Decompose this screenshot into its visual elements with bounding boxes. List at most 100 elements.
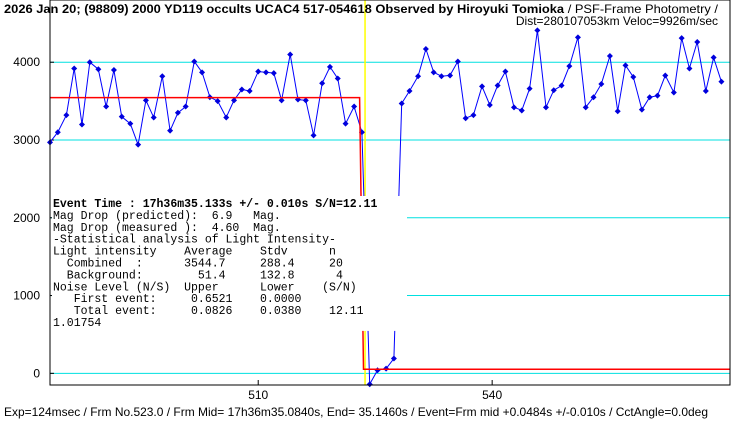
data-point: [135, 141, 142, 148]
data-point: [550, 87, 557, 94]
data-point: [270, 70, 277, 77]
data-point: [678, 35, 685, 42]
data-point: [351, 103, 358, 110]
data-point: [422, 46, 429, 52]
annotation: Event Time : 17h36m35.133s +/- 0.010s S/…: [53, 198, 377, 211]
data-point: [103, 103, 110, 110]
data-point: [462, 115, 469, 122]
data-point: [542, 104, 549, 111]
data-point: [694, 39, 701, 45]
data-point: [310, 132, 317, 139]
data-point: [502, 68, 509, 75]
data-point: [231, 97, 238, 104]
data-point: [406, 88, 413, 94]
data-point: [518, 107, 525, 114]
annotation: Total event: 0.0826 0.0380 12.11: [53, 305, 364, 318]
annotation: Combined : 3544.7 288.4 20: [53, 258, 343, 271]
annotation-bg: [52, 196, 407, 331]
annotation: Background: 51.4 132.8 4: [53, 269, 343, 282]
data-point: [710, 54, 717, 61]
data-point: [86, 59, 93, 66]
data-point: [510, 104, 517, 111]
data-point: [287, 51, 294, 58]
data-point: [702, 88, 709, 94]
data-point: [415, 73, 422, 80]
data-point: [479, 83, 486, 90]
data-point: [366, 381, 373, 388]
data-point: [118, 113, 125, 120]
data-point: [614, 108, 621, 115]
chart-title: 2026 Jan 20; (98809) 2000 YD119 occults …: [4, 2, 564, 16]
data-point: [54, 129, 61, 136]
data-point: [167, 127, 174, 134]
annotation: Light intensity Average Stdv n: [53, 246, 336, 259]
data-point: [238, 86, 245, 93]
data-point: [110, 67, 117, 73]
data-point: [534, 27, 541, 34]
y-tick-label: 2000: [13, 211, 40, 225]
data-point: [263, 69, 270, 76]
data-point: [494, 82, 501, 89]
data-point: [654, 92, 661, 99]
annotation: Mag Drop (measured ): 4.60 Mag.: [53, 222, 281, 235]
data-point: [662, 72, 669, 79]
data-point: [606, 53, 613, 59]
data-point: [638, 106, 645, 113]
data-point: [182, 103, 189, 110]
annotation: Mag Drop (predicted): 6.9 Mag.: [53, 210, 281, 223]
data-point: [278, 97, 285, 104]
data-point: [127, 120, 134, 127]
data-point: [486, 102, 493, 108]
data-point: [430, 69, 437, 76]
data-point: [302, 97, 309, 104]
x-tick-label: 540: [482, 388, 502, 402]
data-point: [334, 75, 341, 82]
data-point: [223, 114, 230, 121]
data-point: [630, 74, 637, 80]
subtitle: Dist=280107053km Veloc=9926m/sec: [516, 14, 718, 28]
data-point: [326, 63, 333, 70]
data-point: [398, 100, 405, 107]
data-point: [438, 73, 445, 80]
annotation: First event: 0.6521 0.0000: [53, 293, 302, 306]
title-line: 2026 Jan 20; (98809) 2000 YD119 occults …: [4, 2, 719, 16]
data-point: [390, 355, 397, 362]
annotation: -Statistical analysis of Light Intensity…: [53, 234, 336, 247]
data-point: [447, 72, 454, 79]
data-point: [63, 112, 70, 119]
data-point: [214, 98, 221, 105]
plot-frame: [49, 0, 731, 386]
x-tick-label: 510: [248, 388, 268, 402]
data-point: [246, 88, 253, 94]
data-point: [590, 94, 597, 101]
data-point: [454, 58, 461, 65]
footer: Exp=124msec / Frm No.523.0 / Frm Mid= 17…: [4, 405, 708, 419]
y-tick-label: 0: [33, 366, 40, 380]
data-point: [78, 121, 85, 128]
data-point: [199, 69, 206, 76]
data-point: [670, 89, 677, 96]
data-point: [646, 94, 653, 101]
data-point: [470, 112, 477, 119]
data-point: [622, 62, 629, 69]
data-point: [142, 97, 149, 104]
data-point: [191, 58, 198, 65]
data-point: [174, 109, 181, 116]
y-tick-label: 4000: [13, 55, 40, 69]
data-point: [95, 66, 102, 73]
y-tick-label: 1000: [13, 289, 40, 303]
data-point: [159, 73, 166, 80]
y-tick-label: 3000: [13, 133, 40, 147]
data-point: [686, 65, 693, 72]
data-point: [598, 81, 605, 87]
data-point: [526, 85, 533, 92]
data-point: [71, 65, 78, 72]
data-point: [566, 63, 573, 70]
data-point: [150, 114, 157, 121]
data-point: [718, 78, 725, 85]
data-point: [574, 34, 581, 41]
data-point: [319, 80, 326, 87]
plot-area: 0 1000 2000 3000 4000 510 540 Event Time : 17h3…: [13, 0, 731, 402]
data-point: [582, 104, 589, 111]
title-suffix: / PSF-Frame Photometry /: [564, 2, 719, 16]
